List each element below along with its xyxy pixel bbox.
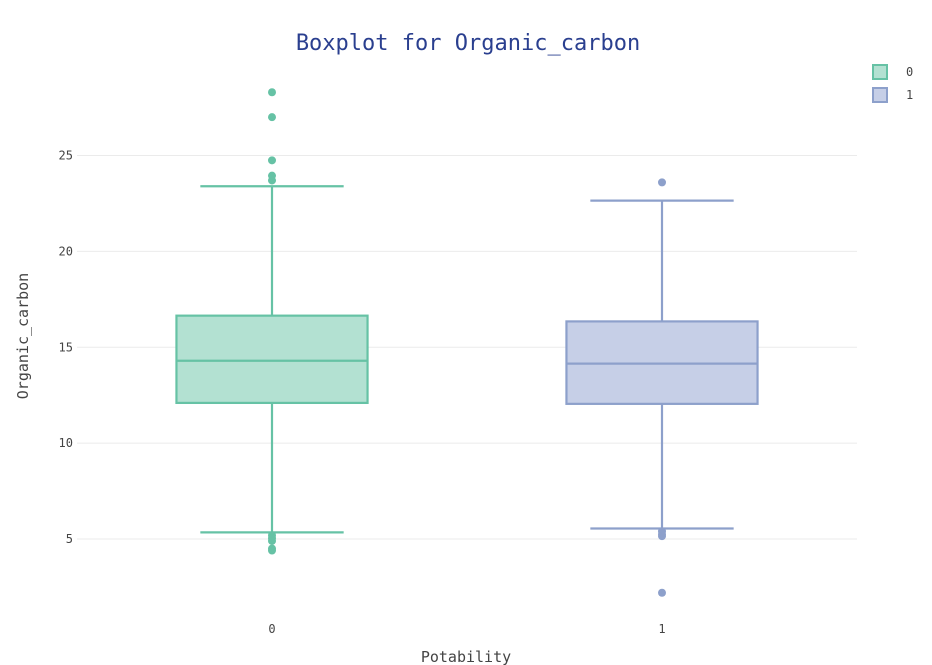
- y-tick-label: 10: [59, 436, 73, 450]
- box-iqr: [175, 314, 369, 405]
- legend-swatch-1: [872, 87, 888, 103]
- x-tick-label: 0: [268, 622, 275, 636]
- y-tick-label: 15: [59, 340, 73, 354]
- box-series-0: [175, 88, 369, 555]
- legend: 01: [872, 64, 913, 103]
- outlier-point: [268, 156, 276, 165]
- y-axis-title: Organic_carbon: [14, 273, 32, 399]
- outlier-point: [268, 113, 276, 122]
- y-tick-labels: 5 10 15 20 25: [59, 149, 73, 547]
- legend-swatch-0: [872, 64, 888, 80]
- x-tick-label: 1: [658, 622, 665, 636]
- y-tick-label: 20: [59, 244, 73, 258]
- chart-title: Boxplot for Organic_carbon: [296, 31, 640, 56]
- outlier-point: [268, 88, 276, 97]
- box-series-1: [565, 178, 759, 597]
- y-tick-label: 5: [66, 532, 73, 546]
- legend-label-0: 0: [906, 65, 913, 79]
- outlier-point: [268, 536, 276, 545]
- outlier-point: [658, 588, 666, 597]
- outlier-point: [658, 178, 666, 187]
- y-tick-label: 25: [59, 149, 73, 163]
- outlier-point: [268, 546, 276, 555]
- outlier-point: [658, 532, 666, 541]
- boxes: [175, 88, 759, 597]
- x-axis-title: Potability: [421, 648, 511, 665]
- outlier-point: [268, 176, 276, 185]
- legend-label-1: 1: [906, 88, 913, 102]
